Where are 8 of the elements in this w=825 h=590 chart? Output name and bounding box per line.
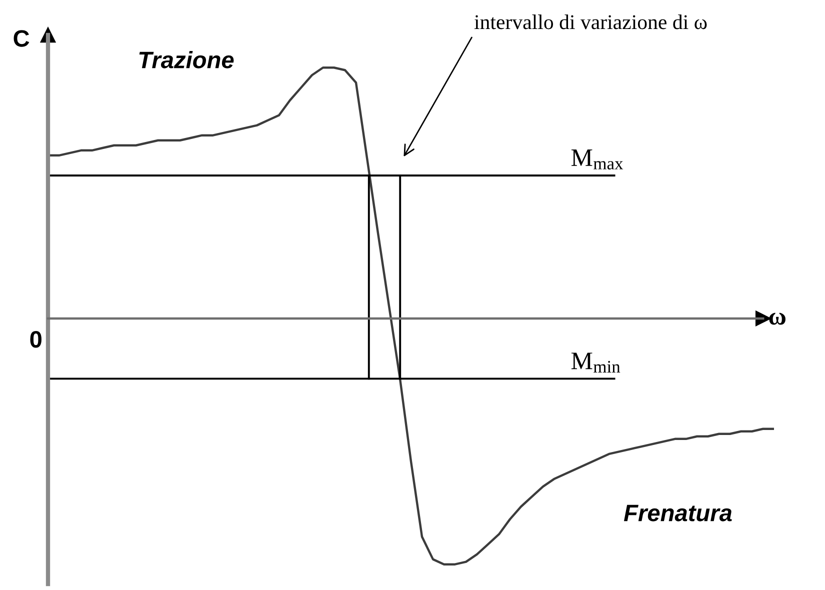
annotation: Frenatura — [624, 504, 732, 522]
text: 0 — [30, 331, 42, 348]
y-axis-title: C — [14, 30, 30, 47]
ref-line-label: M$_{max}$ — [571, 149, 624, 170]
annotation: Trazione — [139, 50, 234, 68]
ref-line-label: M$_{min}$ — [571, 352, 620, 373]
x-axis-title: ω — [769, 312, 786, 325]
text: intervallo di variazione di ω — [474, 14, 707, 30]
